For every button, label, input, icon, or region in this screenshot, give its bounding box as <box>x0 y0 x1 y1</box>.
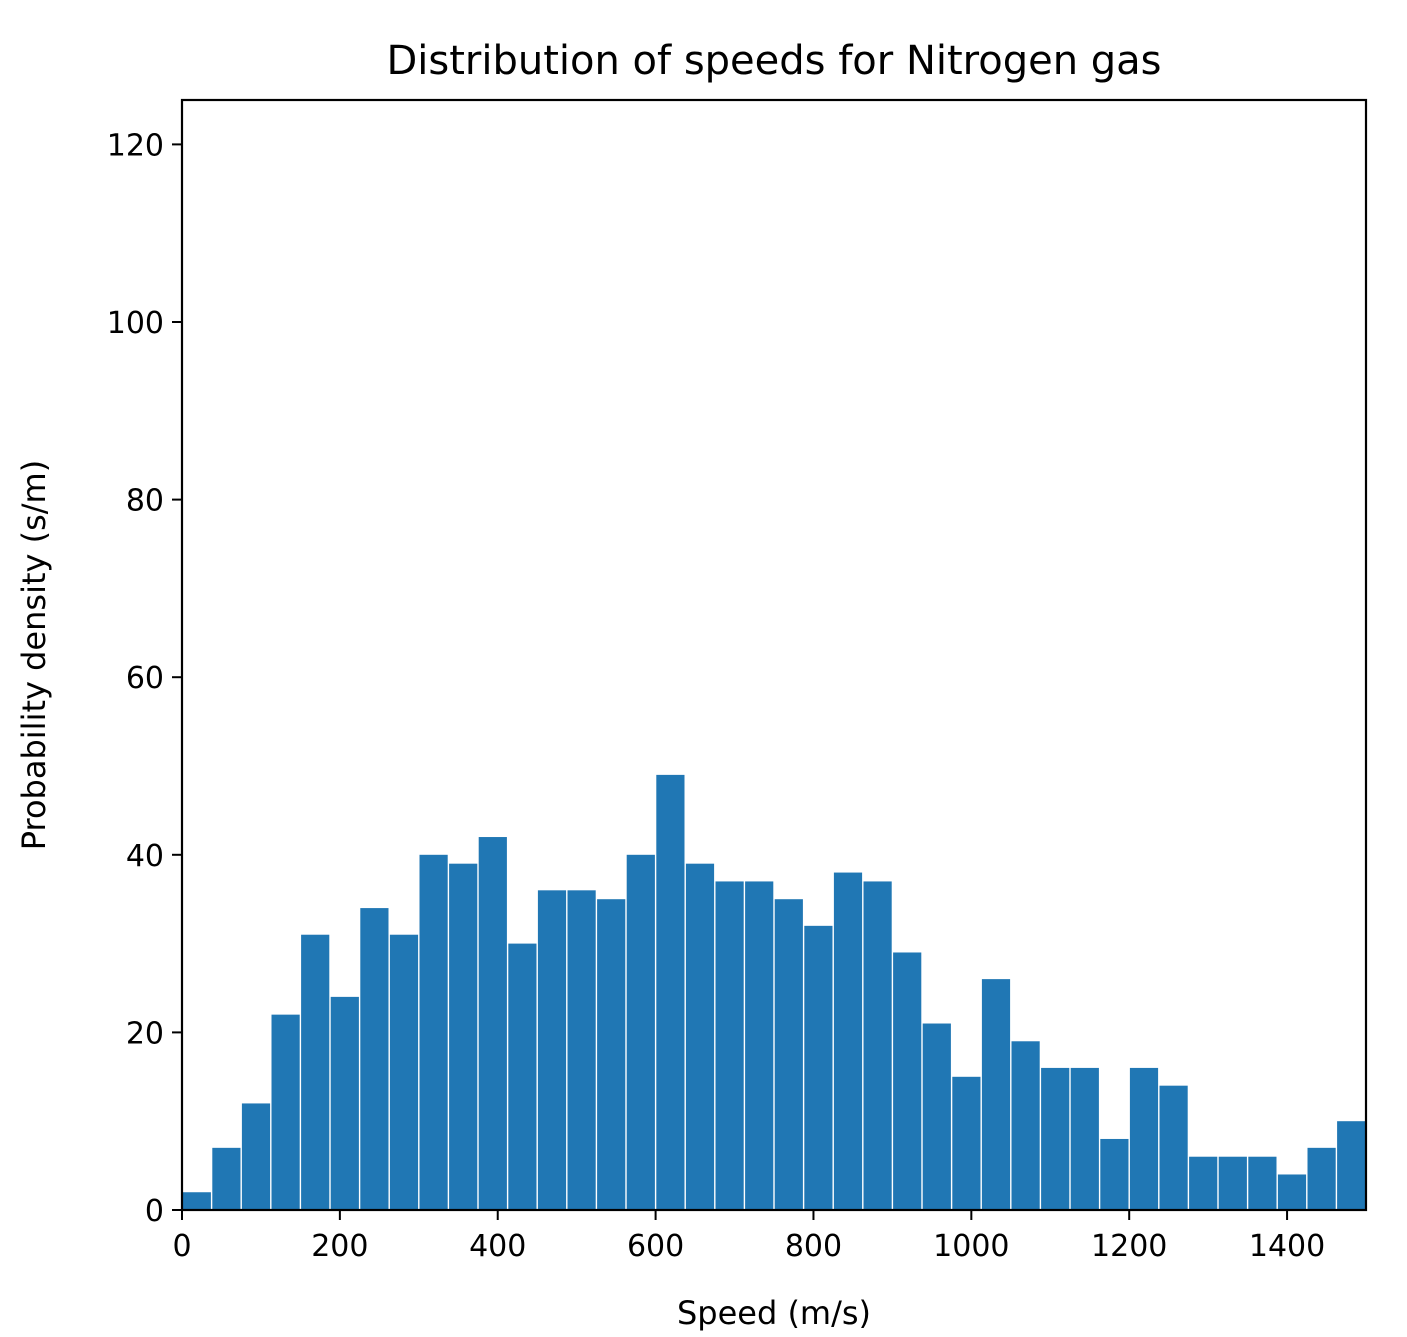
histogram-bar <box>715 881 744 1210</box>
histogram-bar <box>330 996 359 1210</box>
histogram-bar <box>389 934 419 1210</box>
histogram-bar <box>863 881 892 1210</box>
plot-frame <box>180 98 1368 1212</box>
histogram-bar <box>182 1192 211 1210</box>
histogram-bar <box>1189 1156 1218 1210</box>
histogram-bar <box>301 934 330 1210</box>
y-tick-label: 20 <box>126 1016 164 1051</box>
x-tick-label: 0 <box>172 1229 191 1264</box>
histogram-bar <box>1218 1156 1247 1210</box>
histogram-bar <box>774 899 803 1210</box>
x-tick-label: 1000 <box>933 1229 1009 1264</box>
histogram-bar <box>508 943 537 1210</box>
histogram-bar <box>952 1076 981 1210</box>
y-tick-label: 0 <box>145 1194 164 1229</box>
bars-group <box>182 774 1366 1210</box>
x-tick-label: 600 <box>627 1229 684 1264</box>
histogram-bar <box>449 863 478 1210</box>
histogram-bar <box>1041 1067 1070 1210</box>
histogram-bar <box>537 890 567 1210</box>
histogram-bar <box>804 925 833 1210</box>
x-axis-ticks: 0 200 400 600 800 1000 1200 1400 <box>172 1210 1325 1264</box>
y-tick-label: 40 <box>126 839 164 874</box>
histogram-bar <box>1277 1174 1307 1210</box>
x-tick-label: 1400 <box>1249 1229 1325 1264</box>
y-tick-label: 120 <box>107 128 164 163</box>
histogram-bar <box>419 854 448 1210</box>
histogram-bar <box>685 863 715 1210</box>
histogram-bar <box>478 837 507 1210</box>
histogram-bar <box>597 899 626 1210</box>
histogram-bar <box>922 1023 951 1210</box>
histogram-bar <box>656 774 685 1210</box>
histogram-bar <box>1129 1067 1159 1210</box>
y-tick-label: 100 <box>107 306 164 341</box>
y-axis-label: Probability density (s/m) <box>15 460 53 850</box>
x-tick-label: 800 <box>785 1229 842 1264</box>
histogram-bar <box>1159 1085 1188 1210</box>
histogram-bar <box>981 979 1011 1210</box>
histogram-bar <box>212 1147 241 1210</box>
histogram-bar <box>745 881 774 1210</box>
histogram-bar <box>241 1103 271 1210</box>
y-tick-label: 80 <box>126 484 164 519</box>
chart-title: Distribution of speeds for Nitrogen gas <box>386 38 1161 84</box>
histogram-bar <box>626 854 655 1210</box>
histogram-bar <box>833 872 863 1210</box>
y-axis-ticks: 0 20 40 60 80 100 120 <box>107 128 182 1229</box>
histogram-bar <box>1070 1067 1099 1210</box>
histogram-bar <box>1248 1156 1277 1210</box>
histogram-bar <box>271 1014 300 1210</box>
x-axis-label: Speed (m/s) <box>677 1294 871 1332</box>
x-tick-label: 200 <box>311 1229 368 1264</box>
y-tick-label: 60 <box>126 661 164 696</box>
histogram-bar <box>1307 1147 1336 1210</box>
x-tick-label: 400 <box>469 1229 526 1264</box>
histogram-bar <box>360 908 389 1210</box>
histogram-bar <box>567 890 596 1210</box>
histogram-bar <box>1011 1041 1040 1210</box>
histogram-bar <box>1100 1138 1129 1210</box>
histogram-bar <box>893 952 922 1210</box>
x-tick-label: 1200 <box>1091 1229 1167 1264</box>
histogram-bar <box>1337 1121 1366 1210</box>
